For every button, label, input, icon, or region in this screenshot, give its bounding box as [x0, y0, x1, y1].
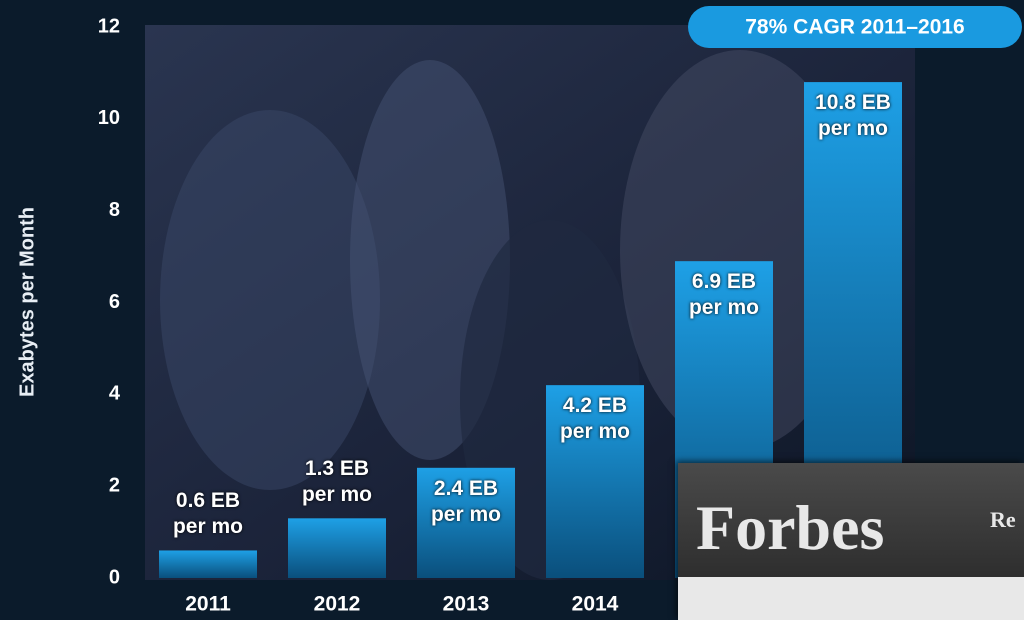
- value-label: 0.6 EB per mo: [172, 489, 243, 539]
- forbes-nav-text: Re: [990, 507, 1016, 532]
- forbes-logo: Forbes: [696, 492, 885, 563]
- annotation: 78% CAGR 2011–2016: [745, 16, 965, 39]
- y-tick-label: 12: [98, 15, 120, 37]
- x-tick-label: 2011: [185, 593, 231, 616]
- bar: [288, 518, 386, 578]
- y-tick-label: 8: [109, 199, 120, 221]
- value-label: 2.4 EB per mo: [430, 476, 501, 526]
- bar: [546, 385, 644, 578]
- annotation-pill: [688, 6, 1022, 48]
- value-label: 1.3 EB per mo: [301, 457, 372, 507]
- x-tick-label: 2013: [443, 593, 490, 616]
- y-tick-label: 6: [109, 291, 120, 313]
- y-tick-label: 2: [109, 474, 120, 496]
- x-tick-label: 2014: [572, 593, 619, 616]
- photo-figure: [160, 110, 380, 490]
- y-tick-label: 0: [109, 566, 120, 588]
- value-label: 6.9 EB per mo: [688, 270, 759, 320]
- value-label: 4.2 EB per mo: [559, 394, 630, 444]
- forbes-overlay: Forbes Re: [678, 463, 1024, 620]
- value-label: 10.8 EB per mo: [815, 91, 891, 141]
- y-tick-label: 10: [98, 107, 120, 129]
- x-tick-label: 2012: [314, 593, 361, 616]
- forbes-header: Forbes Re: [678, 463, 1024, 577]
- y-axis-label: Exabytes per Month: [16, 207, 38, 397]
- y-tick-label: 4: [109, 383, 121, 405]
- bar: [417, 467, 515, 578]
- bar: [159, 550, 257, 578]
